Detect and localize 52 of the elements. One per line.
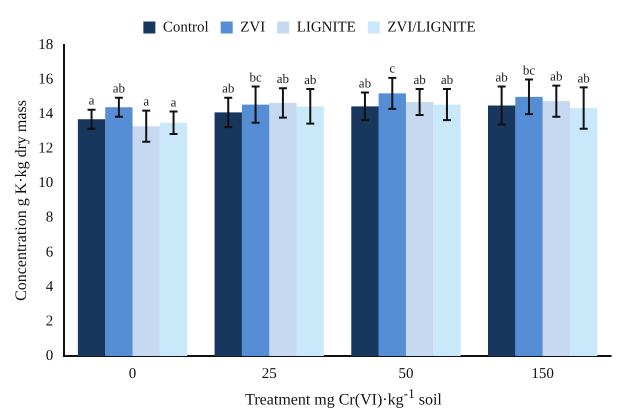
legend-label: ZVI/LIGNITE bbox=[387, 19, 476, 36]
data-label: ab bbox=[550, 68, 562, 84]
y-tick-label: 12 bbox=[38, 140, 54, 157]
legend-label: Control bbox=[162, 19, 209, 36]
y-tick-label: 10 bbox=[38, 175, 54, 192]
data-label: bc bbox=[249, 69, 262, 84]
data-label: ab bbox=[222, 80, 234, 96]
bar bbox=[296, 106, 324, 356]
bar bbox=[242, 104, 270, 356]
data-label: a bbox=[143, 94, 150, 109]
data-label: ab bbox=[440, 72, 454, 87]
data-label: ab bbox=[276, 71, 290, 86]
bar bbox=[378, 93, 406, 356]
bar bbox=[515, 96, 543, 356]
data-label: ab bbox=[304, 72, 316, 87]
data-label: ab bbox=[413, 72, 426, 87]
data-label: ab bbox=[578, 70, 590, 86]
data-label: a bbox=[88, 92, 95, 108]
data-label: ab bbox=[358, 75, 372, 90]
x-axis-title: Treatment mg Cr(VI)·kg$^{-1}$ soil bbox=[244, 386, 443, 410]
bar bbox=[160, 122, 188, 356]
y-tick-label: 6 bbox=[46, 244, 54, 260]
x-tick-label: 150 bbox=[531, 366, 554, 382]
y-tick-label: 16 bbox=[38, 71, 54, 88]
data-label: ab bbox=[112, 80, 126, 96]
y-tick-label: 4 bbox=[46, 278, 54, 295]
bar bbox=[570, 108, 598, 356]
bar bbox=[214, 112, 242, 356]
x-tick-label: 25 bbox=[262, 366, 277, 382]
data-label: a bbox=[170, 94, 177, 110]
bar bbox=[542, 101, 570, 356]
y-axis-title: Concentration g K·kg dry mass bbox=[12, 100, 30, 301]
y-tick-label: 14 bbox=[38, 106, 54, 122]
y-tick-label: 0 bbox=[46, 348, 54, 364]
data-label: bc bbox=[522, 62, 536, 78]
data-label: c bbox=[389, 60, 396, 76]
x-tick-label: 50 bbox=[398, 366, 414, 382]
y-tick-label: 2 bbox=[46, 313, 54, 330]
y-tick-label: 8 bbox=[46, 210, 54, 226]
bar bbox=[132, 126, 160, 356]
bar bbox=[269, 102, 297, 356]
legend-label: ZVI bbox=[240, 19, 266, 36]
x-tick-label: 0 bbox=[128, 366, 136, 382]
y-tick-label: 18 bbox=[38, 36, 54, 53]
legend-label: LIGNITE bbox=[296, 19, 356, 36]
bar bbox=[488, 105, 516, 356]
bar bbox=[105, 107, 133, 356]
bar bbox=[406, 102, 434, 356]
bar bbox=[78, 119, 106, 356]
bar bbox=[433, 104, 461, 356]
bar bbox=[351, 106, 379, 356]
data-label: ab bbox=[496, 69, 508, 84]
